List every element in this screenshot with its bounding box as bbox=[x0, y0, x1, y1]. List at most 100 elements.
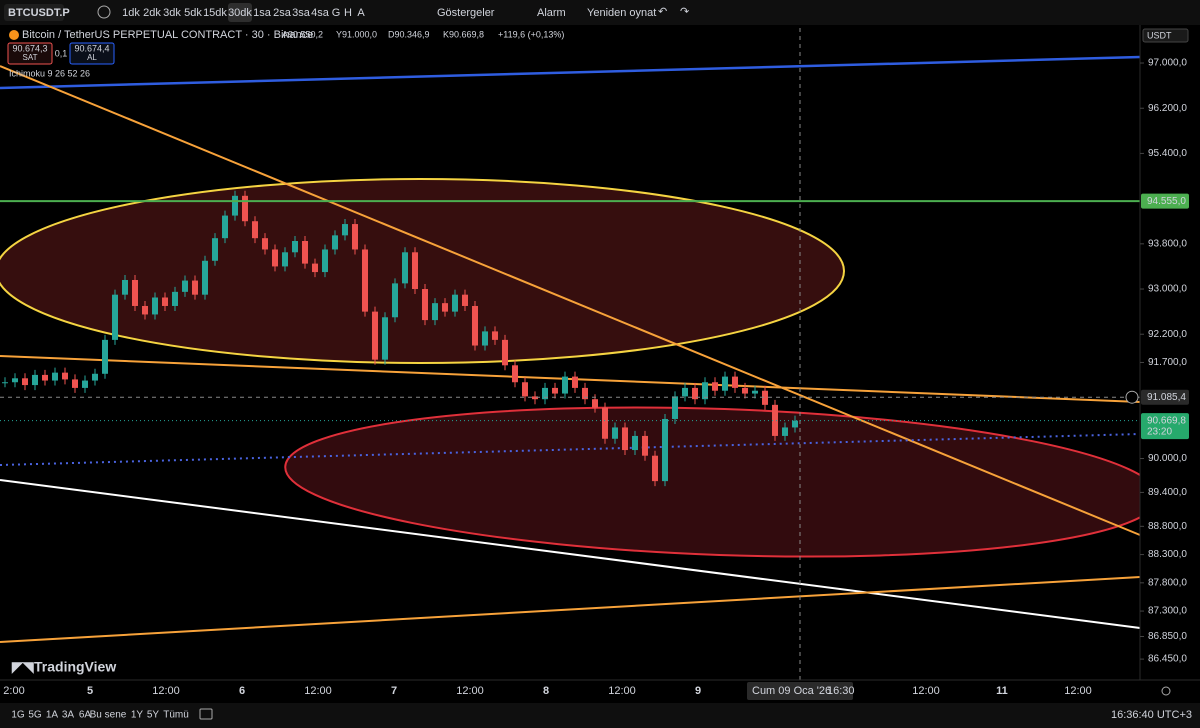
buy-box[interactable] bbox=[69, 42, 115, 65]
time-tick-label: 2:00 bbox=[3, 685, 24, 697]
interval-button[interactable]: 1dk bbox=[122, 7, 140, 19]
price-tick-label: 87.800,0 bbox=[1148, 577, 1187, 588]
range-button[interactable]: 1Y bbox=[131, 710, 144, 721]
price-tick-label: 93.800,0 bbox=[1148, 238, 1187, 249]
orange-trendline bbox=[0, 355, 1141, 403]
candle bbox=[362, 249, 368, 312]
candle bbox=[282, 252, 288, 267]
symbol[interactable]: BTCUSDT.P bbox=[8, 7, 70, 19]
sell-price[interactable]: 90.674,3 bbox=[12, 43, 47, 53]
candle bbox=[752, 390, 758, 394]
time-tick-label: 9 bbox=[695, 685, 701, 697]
candle bbox=[352, 224, 358, 250]
time-tick-label: 7 bbox=[391, 685, 397, 697]
buy-label[interactable]: AL bbox=[87, 53, 97, 62]
time-tick-label: 8 bbox=[543, 685, 549, 697]
interval-button[interactable]: 30dk bbox=[228, 7, 252, 19]
price-badge bbox=[1141, 193, 1189, 209]
price-tick-label: 92.200,0 bbox=[1148, 329, 1187, 340]
interval-button[interactable]: 2dk bbox=[143, 7, 161, 19]
undo[interactable]: ↶ bbox=[658, 6, 667, 18]
interval-button[interactable]: 15dk bbox=[203, 7, 227, 19]
range-button[interactable]: 1G bbox=[11, 710, 25, 721]
candle bbox=[142, 305, 148, 315]
candle bbox=[672, 396, 678, 419]
interval-button[interactable]: 2sa bbox=[273, 7, 292, 19]
date-range-button[interactable] bbox=[199, 708, 213, 720]
symbol-box[interactable] bbox=[4, 4, 64, 21]
range-button[interactable]: 5G bbox=[28, 710, 42, 721]
currency[interactable]: USDT bbox=[1147, 30, 1172, 40]
range-button[interactable]: Bu sene bbox=[90, 710, 127, 721]
price-tick-label: 87.300,0 bbox=[1148, 606, 1187, 617]
candle bbox=[162, 297, 168, 306]
candle bbox=[132, 279, 138, 306]
candle bbox=[562, 376, 568, 394]
candle bbox=[412, 252, 418, 290]
time-tick-label: 12:00 bbox=[608, 685, 636, 697]
alert-button[interactable]: Alarm bbox=[537, 7, 566, 19]
active-interval[interactable] bbox=[228, 3, 252, 22]
time-tick-label: 5 bbox=[87, 685, 93, 697]
price-badge-label: 94.555,0 bbox=[1147, 196, 1186, 207]
sell-label[interactable]: SAT bbox=[23, 53, 38, 62]
candle bbox=[502, 339, 508, 366]
candle bbox=[552, 387, 558, 394]
interval-button[interactable]: A bbox=[357, 7, 365, 19]
legend-title: Bitcoin / TetherUS PERPETUAL CONTRACT · … bbox=[22, 29, 313, 41]
dotted-line bbox=[0, 433, 1141, 466]
interval-button[interactable]: 5dk bbox=[184, 7, 202, 19]
interval-button[interactable]: G bbox=[332, 7, 341, 19]
candle bbox=[12, 378, 18, 383]
buy-price[interactable]: 90.674,4 bbox=[74, 43, 109, 53]
price-badge-label: 91.085,4 bbox=[1147, 392, 1186, 403]
interval-button[interactable]: 3sa bbox=[292, 7, 311, 19]
candle bbox=[692, 387, 698, 400]
indicators-button[interactable]: Göstergeler bbox=[437, 7, 495, 19]
candle bbox=[662, 418, 668, 482]
candle bbox=[682, 387, 688, 397]
add-symbol[interactable] bbox=[97, 5, 111, 19]
candle bbox=[622, 427, 628, 451]
range-button[interactable]: 1A bbox=[46, 710, 59, 721]
time-tick-label: 11 bbox=[996, 685, 1008, 697]
price-badge-label: 90.669,8 bbox=[1147, 415, 1186, 426]
time-tick-label: 12:00 bbox=[304, 685, 332, 697]
candle bbox=[332, 235, 338, 250]
candle bbox=[322, 249, 328, 273]
time-tick-label: 12:00 bbox=[152, 685, 180, 697]
interval-button[interactable]: 4sa bbox=[311, 7, 330, 19]
candle bbox=[542, 387, 548, 400]
settings[interactable] bbox=[1161, 686, 1171, 696]
range-button[interactable]: 3A bbox=[62, 710, 75, 721]
price-tick-label: 88.300,0 bbox=[1148, 549, 1187, 560]
clock: 16:36:40 UTC+3 bbox=[1111, 709, 1192, 721]
time-ticks: 2:00 5 12:00 6 12:00 7 12:00 8 12:00 9 12:00 11 12:0… bbox=[3, 685, 1091, 697]
crosshair-plus[interactable] bbox=[1125, 390, 1139, 404]
sell-box[interactable] bbox=[7, 42, 53, 65]
candle bbox=[532, 396, 538, 400]
candle bbox=[742, 387, 748, 394]
interval-button[interactable]: 3dk bbox=[163, 7, 181, 19]
price-tick-label: 89.400,0 bbox=[1148, 487, 1187, 498]
range-button[interactable]: 6A bbox=[79, 710, 92, 721]
currency-box[interactable] bbox=[1142, 28, 1189, 43]
candle bbox=[452, 294, 458, 312]
interval-button[interactable]: H bbox=[344, 7, 352, 19]
candle bbox=[772, 404, 778, 436]
price-tick-label: 93.000,0 bbox=[1148, 284, 1187, 295]
candle bbox=[632, 435, 638, 451]
candle bbox=[462, 294, 468, 306]
time-tick-label: 12:00 bbox=[1064, 685, 1092, 697]
range-button[interactable]: Tümü bbox=[163, 710, 189, 721]
candle bbox=[242, 195, 248, 222]
interval-button[interactable]: 1sa bbox=[253, 7, 272, 19]
replay-button[interactable]: Yeniden oynat bbox=[587, 7, 656, 19]
range-button[interactable]: 5Y bbox=[147, 710, 160, 721]
intervals: 1dk 2dk 3dk 5dk 15dk 30dk 1sa 2sa 3sa 4sa G H A bbox=[122, 3, 365, 22]
candle bbox=[2, 382, 8, 384]
redo[interactable]: ↷ bbox=[680, 6, 689, 18]
candle bbox=[92, 373, 98, 381]
candle bbox=[262, 238, 268, 250]
